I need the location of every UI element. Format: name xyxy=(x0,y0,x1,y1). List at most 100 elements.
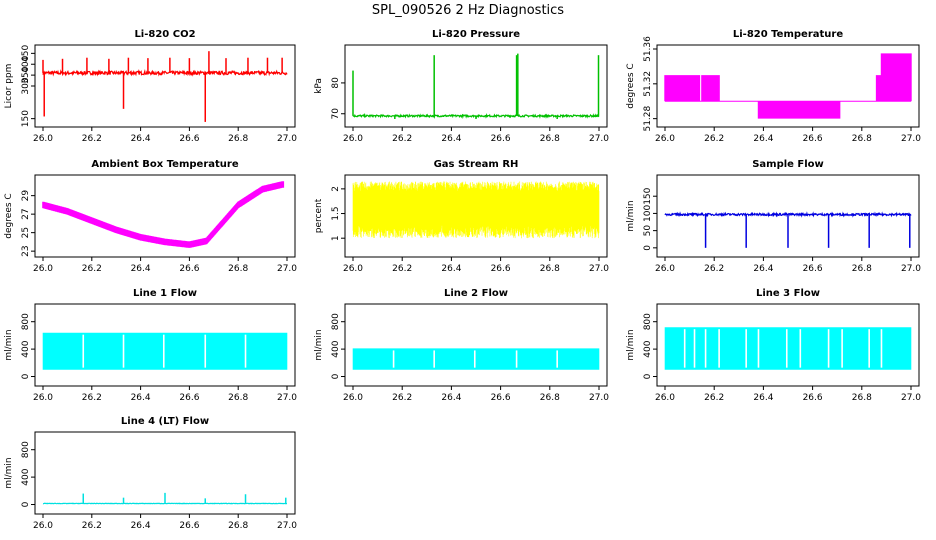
x-tick-label: 26.4 xyxy=(753,264,773,274)
step-segment xyxy=(875,75,883,102)
y-axis-label: ml/min xyxy=(626,200,636,231)
band-gap xyxy=(785,329,788,368)
chart-title: Li-820 Pressure xyxy=(432,29,520,40)
band-gap xyxy=(799,329,802,368)
y-tick-label: 400 xyxy=(21,340,31,357)
x-tick-label: 26.0 xyxy=(343,134,363,144)
y-tick-label: 1 xyxy=(331,235,341,241)
plot-frame xyxy=(34,431,296,515)
x-tick-label: 27.0 xyxy=(901,134,921,144)
band-gap xyxy=(556,350,558,368)
chart-title: Li-820 Temperature xyxy=(733,29,843,40)
chart-title: Gas Stream RH xyxy=(434,159,519,170)
chart-title: Line 4 (LT) Flow xyxy=(121,416,209,427)
y-tick-label: 23 xyxy=(21,245,31,256)
x-tick-label: 26.0 xyxy=(33,134,53,144)
x-tick-label: 26.8 xyxy=(540,134,560,144)
x-tick-label: 26.4 xyxy=(441,264,461,274)
x-tick-label: 26.2 xyxy=(704,393,724,403)
x-tick-label: 26.6 xyxy=(491,264,511,274)
plot-frame xyxy=(344,174,608,258)
y-tick-label: 0 xyxy=(21,373,31,379)
band-gap xyxy=(704,329,707,368)
band-gap xyxy=(841,329,843,368)
plot-frame xyxy=(656,44,920,128)
x-tick-label: 26.4 xyxy=(131,264,151,274)
band-gap xyxy=(162,334,165,368)
x-tick-label: 26.4 xyxy=(131,134,151,144)
chart-panel-10: Line 4 (LT) Flow ml/min 26.0 26.2 26.4 26.6 26… xyxy=(4,416,297,531)
y-axis-label: ml/min xyxy=(4,329,14,360)
x-tick-label: 26.6 xyxy=(803,393,823,403)
y-axis-label: kPa xyxy=(314,78,324,94)
x-tick-label: 26.4 xyxy=(753,134,773,144)
y-tick-label: 50 xyxy=(643,225,653,237)
x-tick-label: 26.4 xyxy=(131,521,151,531)
x-tick-label: 27.0 xyxy=(277,134,297,144)
y-tick-label: 800 xyxy=(21,313,31,330)
x-tick-label: 26.2 xyxy=(82,393,102,403)
x-tick-label: 26.4 xyxy=(441,134,461,144)
band-gap xyxy=(392,350,395,368)
y-tick-label: 2 xyxy=(331,186,341,192)
x-tick-label: 27.0 xyxy=(589,134,609,144)
x-tick-label: 26.0 xyxy=(655,264,675,274)
step-segment xyxy=(664,75,701,102)
chart-panel-1: Li-820 CO2 Licor ppm 26.0 26.2 26.4 26.6 26.8 2… xyxy=(4,29,297,144)
band-gap xyxy=(82,334,85,368)
x-tick-label: 26.8 xyxy=(852,393,872,403)
y-tick-label: 150 xyxy=(21,110,31,127)
y-tick-label: 100 xyxy=(643,205,653,222)
x-tick-label: 26.8 xyxy=(228,134,248,144)
x-tick-label: 26.0 xyxy=(655,393,675,403)
plot-frame xyxy=(34,303,296,387)
chart-panel-9: Line 3 Flow ml/min 26.0 26.2 26.4 26.6 26.8 27.… xyxy=(626,288,921,403)
x-tick-label: 26.2 xyxy=(82,264,102,274)
band-gap xyxy=(244,334,247,368)
x-tick-label: 26.2 xyxy=(392,134,412,144)
x-tick-label: 27.0 xyxy=(589,393,609,403)
y-tick-label: 80 xyxy=(331,77,341,89)
y-tick-label: 800 xyxy=(331,313,341,330)
band-gap xyxy=(204,334,207,368)
chart-title: Li-820 CO2 xyxy=(134,29,195,40)
series-band xyxy=(352,348,600,370)
y-axis-label: percent xyxy=(314,198,324,233)
y-tick-label: 70 xyxy=(331,108,341,120)
band-gap xyxy=(433,350,435,368)
chart-panel-2: Li-820 Pressure kPa 26.0 26.2 26.4 26.6 26.8 27… xyxy=(314,29,609,144)
y-tick-label: 150 xyxy=(643,187,653,204)
band-gap xyxy=(827,329,830,368)
y-tick-label: 450 xyxy=(21,44,31,61)
x-tick-label: 26.8 xyxy=(540,264,560,274)
y-axis-label: ml/min xyxy=(314,329,324,360)
plot-frame xyxy=(656,174,920,258)
x-tick-label: 27.0 xyxy=(277,264,297,274)
x-tick-label: 26.2 xyxy=(392,264,412,274)
y-tick-label: 400 xyxy=(331,340,341,357)
y-tick-label: 0 xyxy=(643,373,653,379)
x-tick-label: 26.4 xyxy=(441,393,461,403)
x-tick-label: 26.0 xyxy=(343,264,363,274)
plot-frame xyxy=(34,174,296,258)
x-tick-label: 26.8 xyxy=(540,393,560,403)
chart-panel-3: Li-820 Temperature degrees C 26.0 26.2 26.4 2… xyxy=(626,29,921,144)
x-tick-label: 26.8 xyxy=(228,521,248,531)
band-gap xyxy=(473,350,476,368)
chart-panel-7: Line 1 Flow ml/min 26.0 26.2 26.4 26.6 26.8 27.… xyxy=(4,288,297,403)
x-tick-label: 26.6 xyxy=(179,264,199,274)
y-tick-label: 0 xyxy=(331,373,341,379)
plot-frame xyxy=(656,303,920,387)
y-axis-label: degrees C xyxy=(4,193,14,238)
band-gap xyxy=(757,329,760,368)
series-line xyxy=(42,69,288,77)
band-gap xyxy=(122,334,125,368)
series-line xyxy=(42,181,285,248)
plot-frame xyxy=(34,44,296,128)
y-axis-label: ml/min xyxy=(626,329,636,360)
y-axis-label: Licor ppm xyxy=(4,64,14,109)
x-tick-label: 27.0 xyxy=(277,521,297,531)
x-tick-label: 26.6 xyxy=(179,393,199,403)
x-tick-label: 26.8 xyxy=(852,264,872,274)
